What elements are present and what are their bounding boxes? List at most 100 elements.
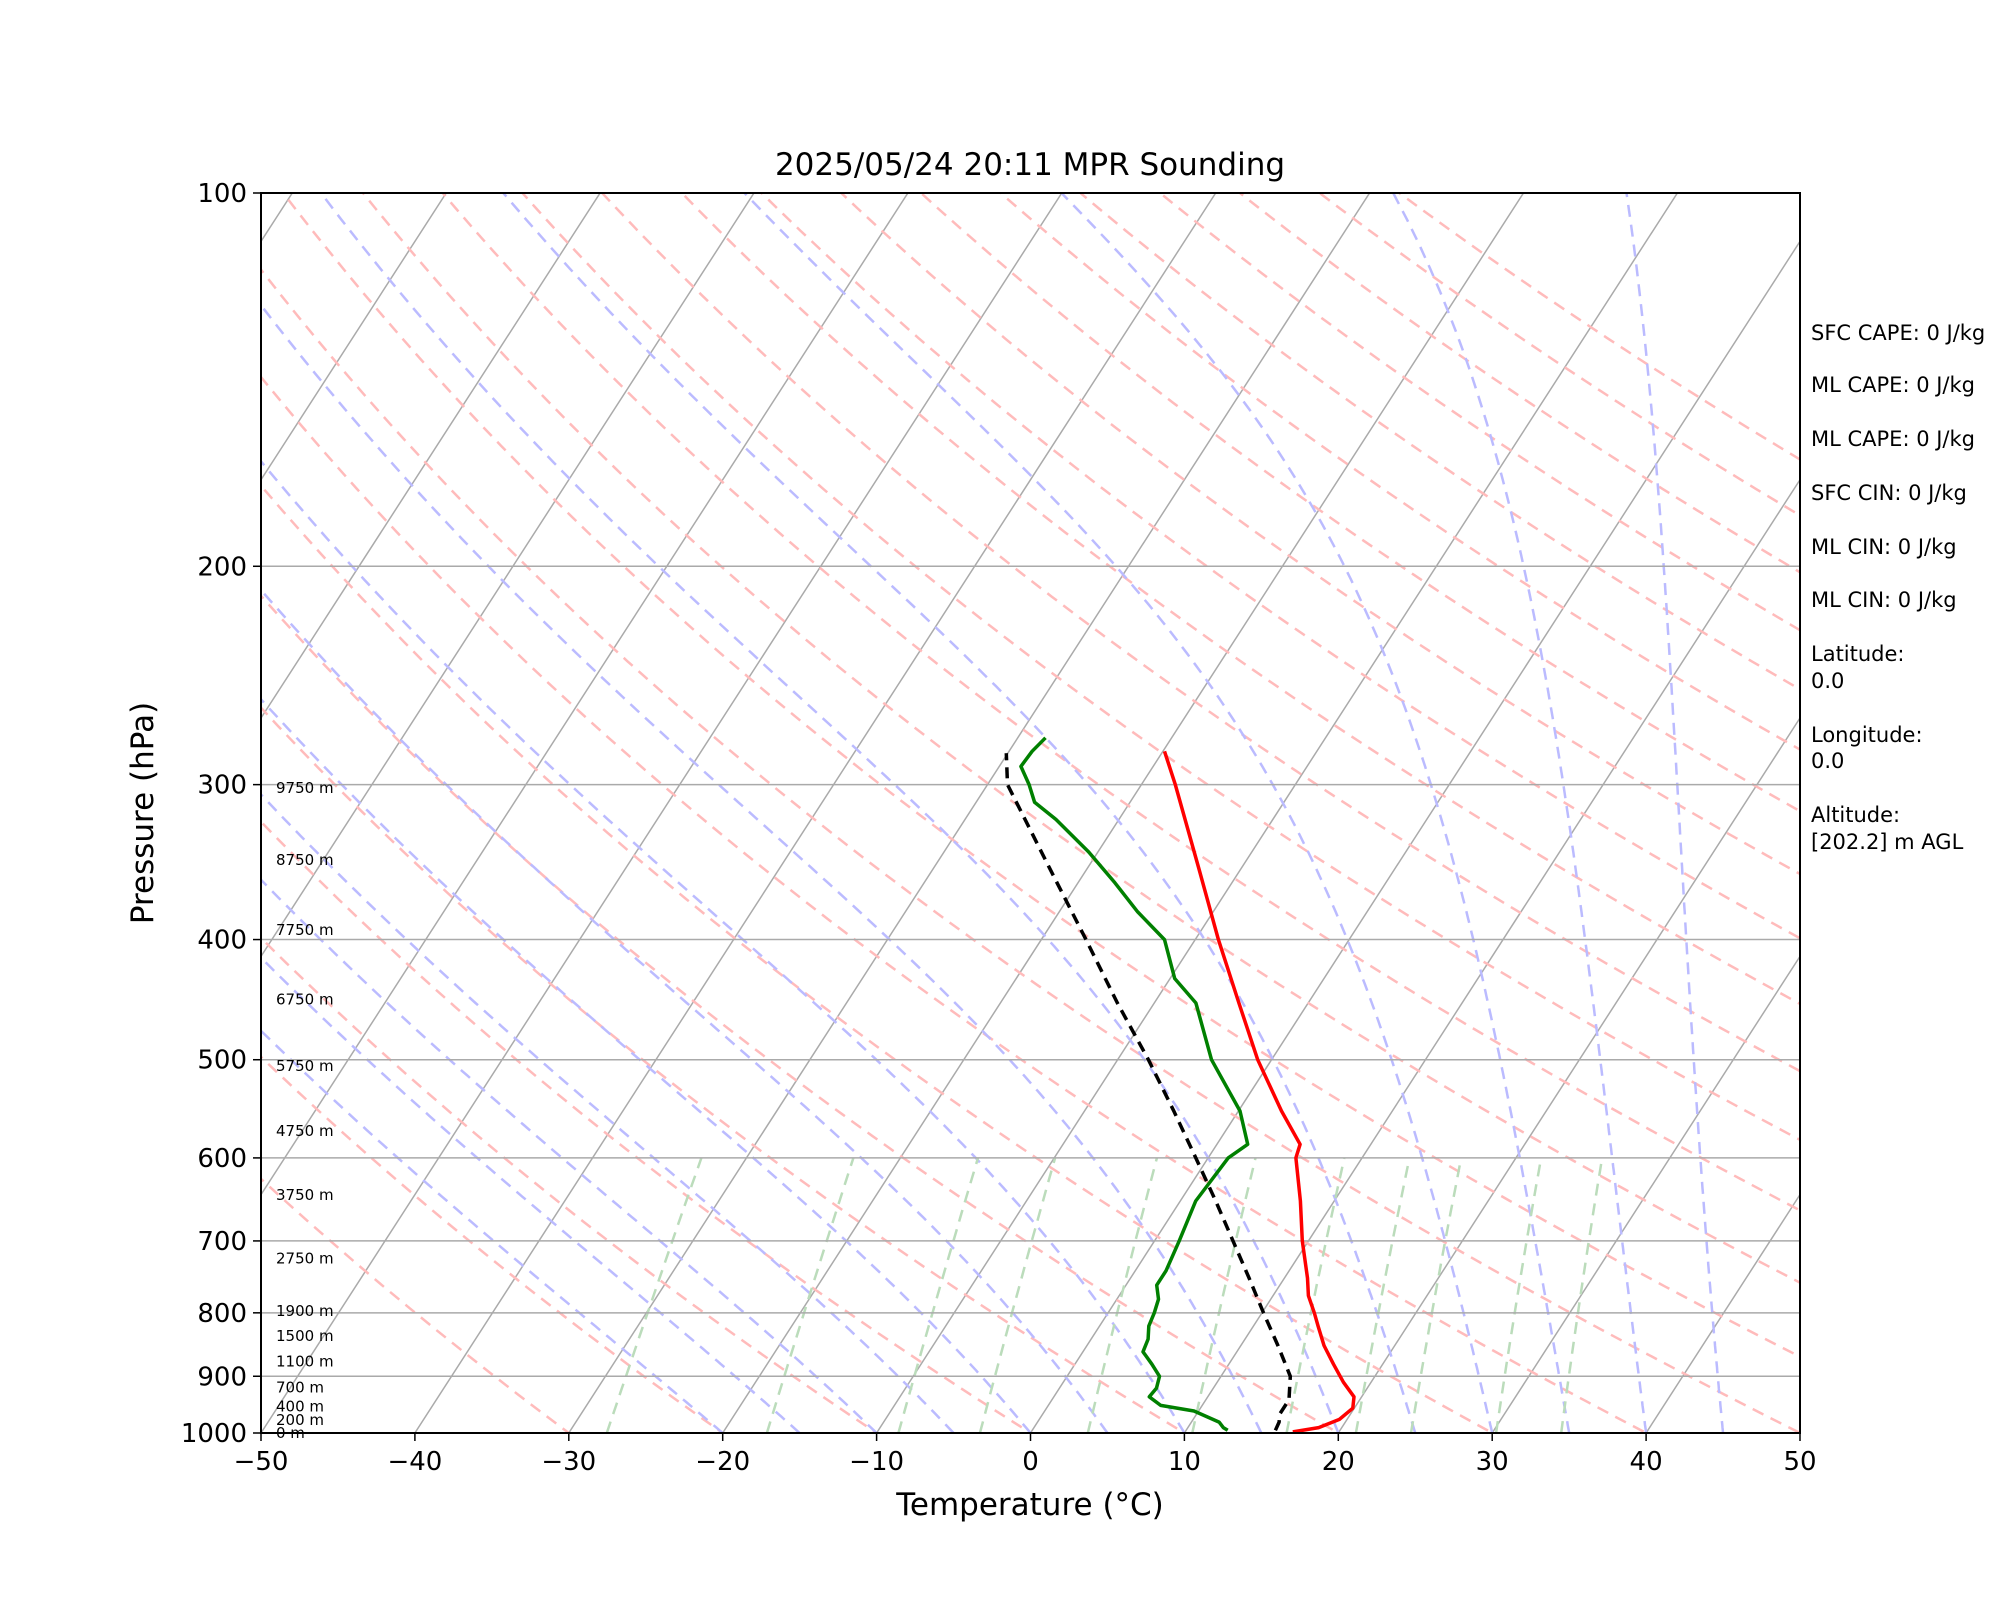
isotherm-line [261, 193, 448, 482]
moist-adiabat-line [261, 956, 801, 1433]
moist-adiabat-line [261, 588, 1109, 1433]
moist-adiabat-line [1392, 193, 1648, 1433]
dry-adiabat-line [261, 1177, 571, 1433]
temperature-line [1162, 750, 1356, 1433]
dry-adiabat-line [261, 594, 1341, 1433]
moist-adiabat-line [1060, 193, 1571, 1433]
dry-adiabat-line [839, 193, 1800, 876]
mixing-ratio-line [1354, 1157, 1411, 1433]
stat-ml-cin: ML CIN: 0 J/kg [1811, 535, 1957, 559]
x-axis-label: Temperature (°C) [895, 1487, 1164, 1523]
isotherm-line [261, 193, 909, 1197]
y-tick-label: 300 [197, 771, 247, 801]
x-tick-label: 50 [1783, 1447, 1816, 1477]
y-tick-label: 400 [197, 926, 247, 956]
isotherm-line [413, 193, 1217, 1433]
height-label: 6750 m [276, 990, 334, 1008]
dry-adiabat-line [1078, 193, 1800, 691]
dry-adiabat-line [680, 193, 1800, 1006]
isotherm-line [261, 193, 1063, 1433]
x-tick-label: −50 [234, 1447, 289, 1477]
isotherm-line [875, 193, 1679, 1433]
mixing-ratio-line [1285, 1157, 1346, 1433]
height-label: 9750 m [276, 779, 334, 797]
isotherm-line [1491, 954, 1800, 1433]
moist-adiabat-line [320, 193, 1340, 1433]
dry-adiabat-line [261, 483, 1495, 1433]
isotherm-line [1645, 1193, 1800, 1433]
isotherm-line [261, 193, 755, 958]
isobar-grid [261, 192, 1800, 1434]
height-label: 1500 m [276, 1327, 334, 1345]
dry-adiabat-line [1158, 193, 1800, 632]
moist-adiabat-line [743, 193, 1494, 1433]
x-axis-ticks: −50 −40 −30 −20 −10 0 10 20 30 40 50 [234, 1433, 1817, 1477]
altitude-label: Altitude: [1811, 803, 1900, 827]
dry-adiabat-line [759, 193, 1800, 940]
dry-adiabat-line [919, 193, 1800, 813]
mixing-ratio-line [1086, 1157, 1159, 1433]
dry-adiabat-line [261, 267, 1800, 1433]
isotherm-line [721, 193, 1525, 1433]
latitude-label: Latitude: [1811, 642, 1905, 666]
x-tick-label: 20 [1322, 1447, 1355, 1477]
mixing-ratio-line [978, 1157, 1057, 1433]
mixing-ratio-line [1191, 1157, 1257, 1433]
longitude-value: 0.0 [1811, 749, 1844, 773]
moist-adiabat-line [261, 792, 955, 1433]
y-tick-label: 1000 [181, 1419, 247, 1449]
dry-adiabat-line [261, 705, 1187, 1433]
height-label: 5750 m [276, 1057, 334, 1075]
moist-adiabat-line [1625, 193, 1725, 1433]
y-tick-label: 800 [197, 1299, 247, 1329]
x-tick-label: 30 [1476, 1447, 1509, 1477]
parcel-line [1004, 753, 1293, 1432]
sounding-stats: SFC CAPE: 0 J/kg ML CAPE: 0 J/kg ML CAPE… [1811, 321, 1985, 854]
longitude-label: Longitude: [1811, 723, 1923, 747]
isotherm-line [0, 165, 2, 1459]
latitude-value: 0.0 [1811, 669, 1844, 693]
moist-adiabat-line [261, 459, 1186, 1433]
moist-adiabat-line [502, 193, 1417, 1433]
dry-adiabat-line [1317, 193, 1800, 517]
mixing-ratio-line [897, 1157, 980, 1433]
moist-adiabat-line [261, 697, 1032, 1433]
height-label: 3750 m [276, 1186, 334, 1204]
height-label: 1900 m [276, 1302, 334, 1320]
x-tick-label: −30 [541, 1447, 596, 1477]
dry-adiabat-line [261, 375, 1649, 1433]
chart-title: 2025/05/24 20:11 MPR Sounding [775, 147, 1285, 183]
y-tick-label: 900 [197, 1362, 247, 1392]
dewpoint-line [1019, 736, 1250, 1432]
profile-series [1004, 736, 1356, 1433]
stat-ml-cape-2: ML CAPE: 0 J/kg [1811, 427, 1975, 451]
height-label: 1100 m [276, 1353, 334, 1371]
plot-frame [260, 192, 1801, 1434]
x-tick-label: −20 [695, 1447, 750, 1477]
dry-adiabat-lines [261, 193, 1800, 1433]
height-label: 200 m [276, 1411, 324, 1429]
mixing-ratio-line [1409, 1157, 1463, 1433]
stat-ml-cape: ML CAPE: 0 J/kg [1811, 373, 1975, 397]
isotherm-line [1029, 240, 1800, 1433]
isotherm-line [261, 193, 601, 720]
dry-adiabat-line [998, 193, 1800, 752]
x-tick-label: 10 [1168, 1447, 1201, 1477]
height-label: 700 m [276, 1379, 324, 1397]
mixing-ratio-lines [605, 1157, 1604, 1433]
stat-sfc-cape: SFC CAPE: 0 J/kg [1811, 321, 1985, 345]
dry-adiabat-line [261, 819, 1033, 1433]
height-label: 2750 m [276, 1249, 334, 1267]
altitude-value: [202.2] m AGL [1811, 830, 1964, 854]
moist-adiabat-line [261, 303, 1263, 1433]
mixing-ratio-line [765, 1157, 855, 1433]
moist-adiabat-lines [261, 193, 1725, 1433]
isotherm-line [567, 193, 1371, 1433]
stat-sfc-cin: SFC CIN: 0 J/kg [1811, 481, 1967, 505]
isotherm-grid [0, 165, 1800, 1459]
mixing-ratio-line [1559, 1157, 1604, 1433]
y-tick-label: 700 [197, 1227, 247, 1257]
y-axis-ticks: 1000 900 800 700 600 500 400 300 200 100 [181, 179, 261, 1449]
